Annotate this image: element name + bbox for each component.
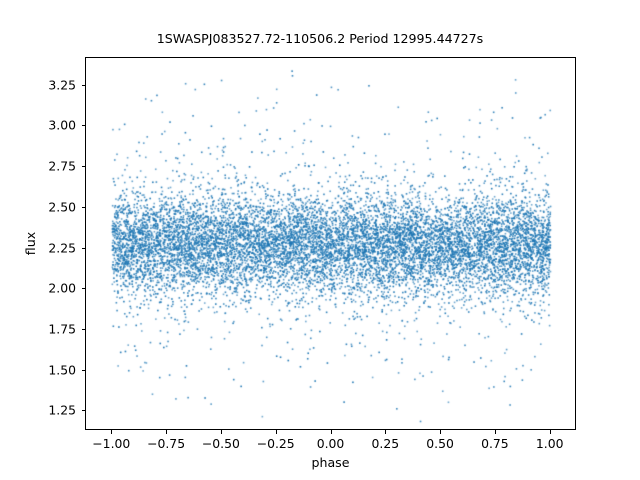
- x-tick-mark: [440, 430, 442, 434]
- y-tick-label: 3.25: [48, 77, 76, 93]
- x-tick-label: −0.25: [256, 436, 295, 451]
- x-tick-mark: [330, 430, 332, 434]
- y-tick-mark: [81, 166, 85, 168]
- y-tick-mark: [81, 247, 85, 249]
- y-tick-label: 2.00: [48, 280, 76, 296]
- x-tick-label: −0.50: [201, 436, 240, 451]
- y-tick-mark: [81, 84, 85, 86]
- y-tick-mark: [81, 288, 85, 290]
- y-tick-mark: [81, 206, 85, 208]
- chart-title: 1SWASPJ083527.72-110506.2 Period 12995.4…: [156, 31, 484, 46]
- y-tick-label: 2.25: [48, 240, 76, 256]
- x-tick-mark: [166, 430, 168, 434]
- y-tick-mark: [81, 410, 85, 412]
- x-tick-mark: [220, 430, 222, 434]
- x-tick-mark: [494, 430, 496, 434]
- x-tick-label: 0.50: [426, 436, 454, 451]
- x-tick-mark: [385, 430, 387, 434]
- x-tick-label: 0.25: [371, 436, 400, 451]
- x-tick-label: −0.75: [147, 436, 186, 451]
- x-tick-label: 0.75: [481, 436, 509, 451]
- y-tick-mark: [81, 125, 85, 127]
- y-tick-label: 2.75: [48, 158, 76, 174]
- scatter-points-layer: [86, 58, 575, 429]
- y-tick-label: 1.75: [48, 321, 76, 337]
- x-tick-label: 0.00: [316, 436, 345, 451]
- y-tick-label: 3.00: [48, 117, 76, 133]
- y-tick-label: 2.50: [48, 199, 76, 215]
- y-tick-mark: [81, 329, 85, 330]
- y-tick-label: 1.25: [48, 402, 76, 418]
- y-tick-mark: [81, 369, 85, 371]
- y-tick-label: 1.50: [48, 362, 76, 378]
- x-tick-label: −1.00: [92, 436, 131, 451]
- plot-area: [85, 57, 576, 430]
- x-tick-mark: [275, 430, 277, 434]
- x-tick-mark: [111, 430, 113, 434]
- x-tick-mark: [549, 430, 551, 434]
- x-tick-label: 1.00: [535, 436, 564, 451]
- x-axis-label: phase: [311, 455, 350, 470]
- y-axis-label: flux: [23, 231, 38, 256]
